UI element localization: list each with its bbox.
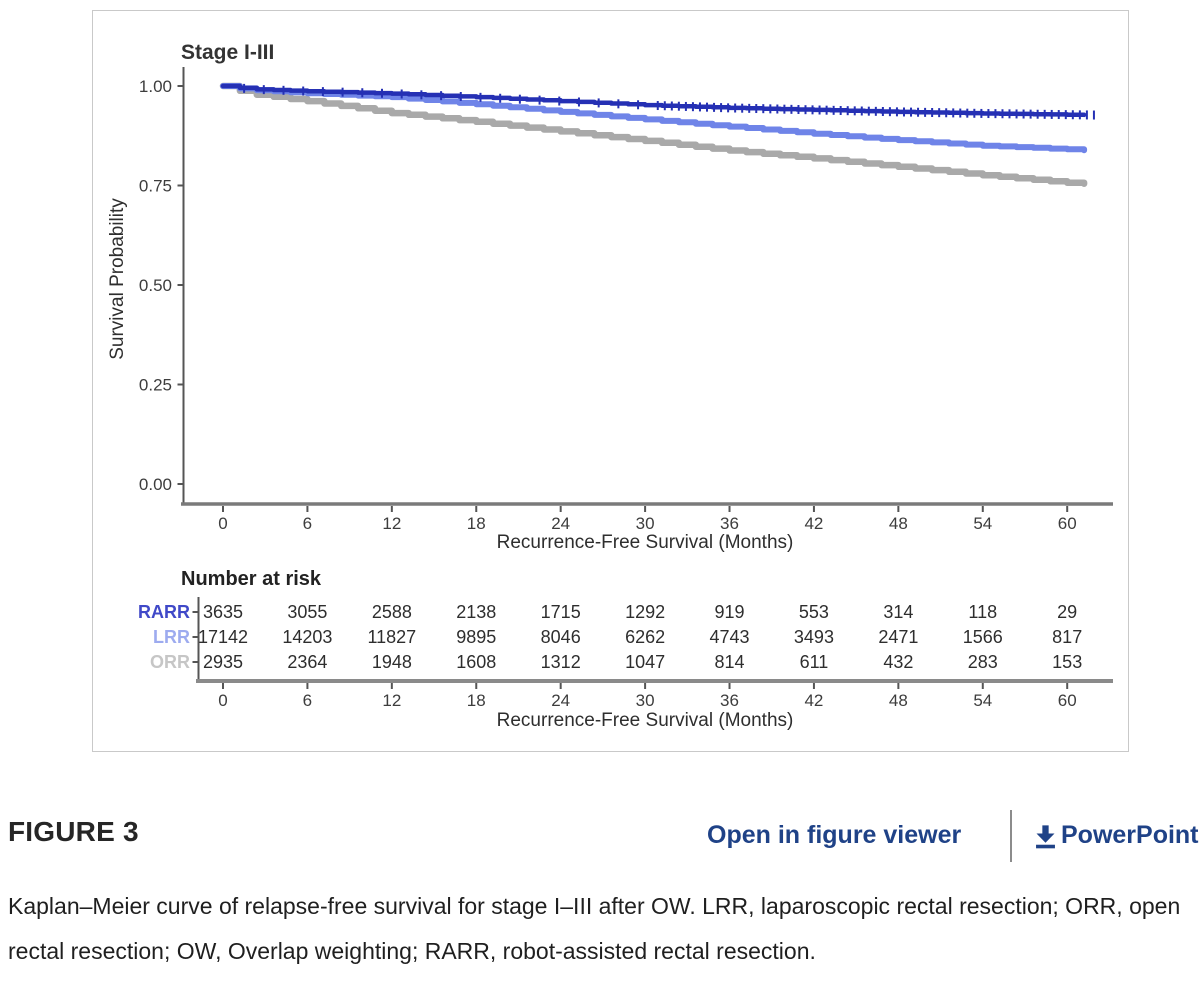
plot-title: Stage I-III xyxy=(181,41,274,64)
figure-panel: Stage I-III 0.00 0.25 0.50 0.75 1.00 Survival … xyxy=(92,10,1129,752)
svg-text:6: 6 xyxy=(303,691,312,710)
svg-text:314: 314 xyxy=(883,602,913,622)
svg-text:1.00: 1.00 xyxy=(139,77,172,96)
svg-text:0.25: 0.25 xyxy=(139,376,172,395)
svg-text:611: 611 xyxy=(800,652,829,672)
svg-text:9895: 9895 xyxy=(456,627,496,647)
svg-text:48: 48 xyxy=(889,514,908,533)
svg-text:36: 36 xyxy=(720,514,739,533)
svg-text:11827: 11827 xyxy=(367,627,416,647)
svg-text:24: 24 xyxy=(551,691,570,710)
x-axis: 0 6 12 18 24 30 36 42 48 54 60 Recurrence-Free Surv… xyxy=(181,502,1113,553)
svg-text:814: 814 xyxy=(714,652,744,672)
series-line-ORR xyxy=(219,82,1088,187)
svg-text:48: 48 xyxy=(889,691,908,710)
censor-marks-RARR xyxy=(243,83,1095,120)
risk-row-label: RARR xyxy=(138,602,190,622)
download-icon xyxy=(1036,825,1055,849)
svg-text:60: 60 xyxy=(1058,691,1077,710)
svg-text:2471: 2471 xyxy=(878,627,918,647)
svg-text:553: 553 xyxy=(799,602,829,622)
open-figure-viewer-link[interactable]: Open in figure viewer xyxy=(707,821,962,849)
svg-text:54: 54 xyxy=(973,691,992,710)
risk-row-label: LRR xyxy=(153,627,190,647)
svg-text:2588: 2588 xyxy=(372,602,412,622)
svg-text:29: 29 xyxy=(1057,602,1077,622)
svg-text:919: 919 xyxy=(714,602,744,622)
risk-table: Number at risk RARR 3635 3055 2588 2138 1715 12… xyxy=(138,568,1113,731)
svg-text:60: 60 xyxy=(1058,514,1077,533)
powerpoint-link[interactable]: PowerPoint xyxy=(1032,821,1199,850)
svg-text:817: 817 xyxy=(1052,627,1082,647)
svg-text:6262: 6262 xyxy=(625,627,665,647)
link-divider xyxy=(1010,810,1012,862)
svg-text:1715: 1715 xyxy=(541,602,581,622)
svg-text:283: 283 xyxy=(968,652,998,672)
series-line-RARR xyxy=(220,83,1087,118)
svg-text:0.50: 0.50 xyxy=(139,276,172,295)
series-line-LRR xyxy=(220,83,1088,154)
y-axis: 0.00 0.25 0.50 0.75 1.00 Survival Probability xyxy=(107,67,185,504)
svg-text:36: 36 xyxy=(720,691,739,710)
km-chart: Stage I-III 0.00 0.25 0.50 0.75 1.00 Survival … xyxy=(107,41,1113,731)
main-plot: Stage I-III 0.00 0.25 0.50 0.75 1.00 Survival … xyxy=(107,41,1113,553)
svg-text:14203: 14203 xyxy=(282,627,332,647)
svg-text:8046: 8046 xyxy=(541,627,581,647)
svg-text:1047: 1047 xyxy=(625,652,665,672)
svg-text:42: 42 xyxy=(804,514,823,533)
svg-text:3493: 3493 xyxy=(794,627,834,647)
svg-text:153: 153 xyxy=(1052,652,1082,672)
risk-table-title: Number at risk xyxy=(181,568,322,590)
risk-table-row-ORR: ORR 2935 2364 1948 1608 1312 1047 814 611 432 283 1… xyxy=(150,652,1082,672)
svg-text:1608: 1608 xyxy=(456,652,496,672)
svg-text:18: 18 xyxy=(467,514,486,533)
svg-text:0.75: 0.75 xyxy=(139,177,172,196)
svg-text:54: 54 xyxy=(973,514,992,533)
svg-text:1312: 1312 xyxy=(541,652,581,672)
svg-text:24: 24 xyxy=(551,514,570,533)
figure-label: FIGURE 3 xyxy=(8,816,139,847)
svg-text:1948: 1948 xyxy=(372,652,412,672)
svg-text:4743: 4743 xyxy=(709,627,749,647)
svg-text:0: 0 xyxy=(218,514,227,533)
svg-text:118: 118 xyxy=(968,602,997,622)
svg-text:432: 432 xyxy=(883,652,913,672)
figure-caption: Kaplan–Meier curve of relapse-free survi… xyxy=(8,893,1181,964)
svg-text:12: 12 xyxy=(382,514,401,533)
svg-text:2935: 2935 xyxy=(203,652,243,672)
risk-table-axis: 0 6 12 18 24 30 36 42 48 54 60 Recurrence-Free Surv… xyxy=(196,679,1113,731)
x-axis-title: Recurrence-Free Survival (Months) xyxy=(497,532,794,553)
svg-text:1292: 1292 xyxy=(625,602,665,622)
risk-axis-title: Recurrence-Free Survival (Months) xyxy=(497,710,794,731)
svg-text:18: 18 xyxy=(467,691,486,710)
svg-text:2138: 2138 xyxy=(456,602,496,622)
svg-text:1566: 1566 xyxy=(963,627,1003,647)
svg-text:30: 30 xyxy=(636,514,655,533)
svg-text:42: 42 xyxy=(804,691,823,710)
svg-text:12: 12 xyxy=(382,691,401,710)
risk-row-label: ORR xyxy=(150,652,190,672)
svg-text:2364: 2364 xyxy=(287,652,327,672)
svg-text:0.00: 0.00 xyxy=(139,475,172,494)
risk-table-row-LRR: LRR 17142 14203 11827 9895 8046 6262 4743 3493 24… xyxy=(153,627,1082,647)
svg-text:3635: 3635 xyxy=(203,602,243,622)
svg-text:0: 0 xyxy=(218,691,227,710)
svg-text:6: 6 xyxy=(303,514,312,533)
svg-text:3055: 3055 xyxy=(287,602,327,622)
powerpoint-link-label: PowerPoint xyxy=(1061,821,1199,849)
svg-text:17142: 17142 xyxy=(198,627,248,647)
y-axis-title: Survival Probability xyxy=(107,198,128,360)
svg-text:30: 30 xyxy=(636,691,655,710)
risk-table-row-RARR: RARR 3635 3055 2588 2138 1715 1292 919 553 314 118… xyxy=(138,602,1077,622)
